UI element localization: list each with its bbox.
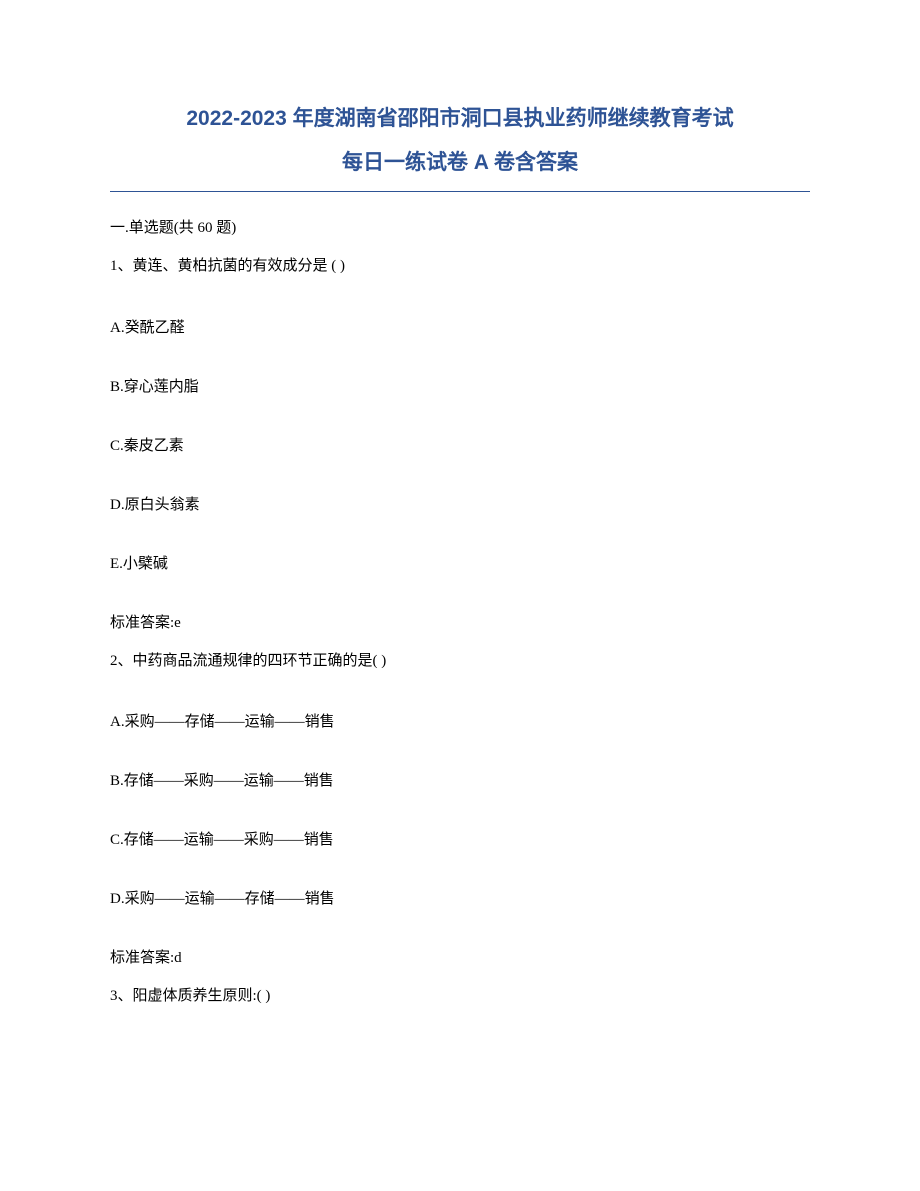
- question-2-option-c: C.存储——运输——采购——销售: [110, 828, 810, 849]
- question-3-prompt: 3、阳虚体质养生原则:( ): [110, 985, 810, 1008]
- question-2-answer: 标准答案:d: [110, 946, 810, 967]
- question-2-option-b: B.存储——采购——运输——销售: [110, 769, 810, 790]
- question-1-option-c: C.秦皮乙素: [110, 434, 810, 455]
- question-1-option-e: E.小檗碱: [110, 552, 810, 573]
- question-2-option-a: A.采购——存储——运输——销售: [110, 710, 810, 731]
- section-header: 一.单选题(共 60 题): [110, 216, 810, 237]
- question-1-option-a: A.癸酰乙醛: [110, 316, 810, 337]
- question-2-prompt: 2、中药商品流通规律的四环节正确的是( ): [110, 650, 810, 673]
- question-1-option-d: D.原白头翁素: [110, 493, 810, 514]
- title-divider: [110, 191, 810, 192]
- document-title-line2: 每日一练试卷 A 卷含答案: [110, 146, 810, 180]
- question-2-option-d: D.采购——运输——存储——销售: [110, 887, 810, 908]
- question-1-option-b: B.穿心莲内脂: [110, 375, 810, 396]
- question-1-answer: 标准答案:e: [110, 611, 810, 632]
- question-1-prompt: 1、黄连、黄柏抗菌的有效成分是 ( ): [110, 255, 810, 278]
- document-title-line1: 2022-2023 年度湖南省邵阳市洞口县执业药师继续教育考试: [110, 100, 810, 138]
